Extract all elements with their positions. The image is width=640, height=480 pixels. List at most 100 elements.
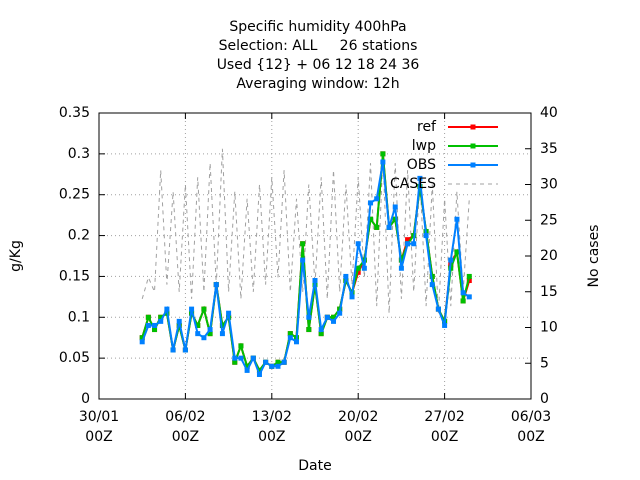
point [454, 216, 460, 222]
legend-label: OBS [407, 157, 436, 173]
point [324, 314, 330, 320]
point [361, 265, 367, 271]
point [219, 322, 225, 328]
point [287, 335, 293, 341]
y2-tick-label: 25 [540, 212, 558, 228]
point [448, 257, 454, 263]
point [164, 306, 170, 312]
series-line [141, 148, 470, 314]
point [300, 257, 306, 263]
legend-marker [470, 124, 476, 130]
point [263, 359, 269, 365]
y-tick-label: 0.1 [68, 309, 90, 325]
point [355, 241, 361, 247]
point [405, 241, 411, 247]
x-tick-label: 13/02 [252, 409, 292, 425]
chart-title: Averaging window: 12h [236, 76, 399, 92]
x-tick-label: 20/02 [338, 409, 378, 425]
point [368, 216, 374, 222]
point [442, 322, 448, 328]
point [374, 224, 380, 230]
y-tick-label: 0.35 [59, 105, 90, 121]
point [207, 327, 213, 333]
point [201, 335, 207, 341]
point [331, 314, 337, 320]
point [238, 343, 244, 349]
y-tick-label: 0 [81, 391, 90, 407]
point [392, 216, 398, 222]
point [139, 335, 145, 341]
point [256, 367, 262, 373]
point [300, 241, 306, 247]
legend-marker [470, 143, 476, 149]
y2-tick-label: 5 [540, 355, 549, 371]
x-tick-label: 00Z [431, 429, 458, 445]
y-tick-label: 0.2 [68, 228, 90, 244]
point [189, 306, 195, 312]
point [275, 363, 281, 369]
point [170, 347, 176, 353]
point [435, 306, 441, 312]
point [250, 355, 256, 361]
chart-title: Specific humidity 400hPa [229, 19, 406, 35]
point [368, 200, 374, 206]
point [417, 175, 423, 181]
point [318, 331, 324, 337]
point [232, 359, 238, 365]
y-tick-label: 0.15 [59, 268, 90, 284]
x-tick-label: 06/02 [165, 409, 205, 425]
y-axis-label: g/Kg [8, 240, 24, 272]
legend-label: CASES [390, 176, 436, 192]
point [238, 355, 244, 361]
chart-title: Used {12} + 06 12 18 24 36 [217, 57, 420, 73]
y-tick-label: 0.05 [59, 350, 90, 366]
point [287, 331, 293, 337]
y2-tick-label: 20 [540, 248, 558, 264]
point [423, 233, 429, 239]
legend-label: lwp [412, 138, 436, 154]
point [201, 306, 207, 312]
point [392, 204, 398, 210]
point [244, 367, 250, 373]
point [460, 298, 466, 304]
x-tick-label: 30/01 [79, 409, 119, 425]
legend-marker [470, 162, 476, 168]
point [386, 224, 392, 230]
point [232, 355, 238, 361]
y-tick-label: 0.3 [68, 146, 90, 162]
point [281, 359, 287, 365]
point [139, 339, 145, 345]
legend-label: ref [417, 119, 437, 135]
x-axis-label: Date [298, 458, 331, 474]
point [269, 363, 275, 369]
chart-title: Selection: ALL 26 stations [219, 38, 418, 54]
point [293, 339, 299, 345]
point [244, 363, 250, 369]
point [337, 310, 343, 316]
point [411, 241, 417, 247]
y2-tick-label: 0 [540, 391, 549, 407]
point [380, 151, 386, 157]
point [398, 265, 404, 271]
point [152, 327, 158, 333]
point [374, 196, 380, 202]
point [145, 314, 151, 320]
x-tick-label: 06/03 [511, 409, 551, 425]
x-tick-label: 27/02 [424, 409, 464, 425]
point [158, 318, 164, 324]
point [331, 318, 337, 324]
series-line [141, 161, 470, 378]
point [306, 327, 312, 333]
point [226, 310, 232, 316]
plot-frame [98, 112, 532, 400]
y2-tick-label: 40 [540, 105, 558, 121]
point [195, 322, 201, 328]
x-tick-label: 00Z [258, 429, 285, 445]
point [256, 371, 262, 377]
x-tick-label: 00Z [344, 429, 371, 445]
point [405, 237, 411, 243]
y2-tick-label: 30 [540, 177, 558, 193]
point [145, 322, 151, 328]
point [355, 265, 361, 271]
